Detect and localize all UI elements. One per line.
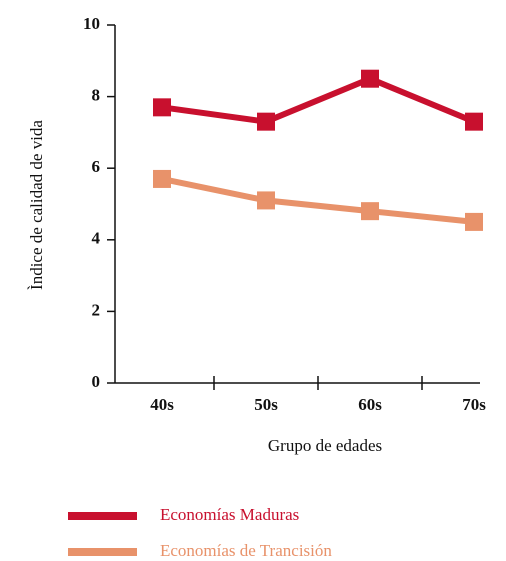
y-axis-title: Ìndice de calidad de vida bbox=[27, 120, 46, 290]
point-marker bbox=[257, 112, 275, 131]
y-tick-label: 6 bbox=[92, 157, 101, 176]
x-axis-title: Grupo de edades bbox=[268, 436, 382, 455]
point-marker bbox=[361, 202, 379, 221]
point-marker bbox=[465, 212, 483, 231]
point-marker bbox=[257, 191, 275, 210]
series-line bbox=[161, 176, 475, 225]
series-line bbox=[161, 75, 476, 125]
x-tick-label: 70s bbox=[462, 395, 486, 414]
point-marker bbox=[153, 98, 171, 117]
legend-label: Economías de Trancisión bbox=[160, 541, 332, 560]
y-tick-label: 0 bbox=[92, 372, 101, 391]
legend-label: Economías Maduras bbox=[160, 505, 299, 524]
point-marker bbox=[465, 112, 483, 131]
point-marker bbox=[153, 169, 171, 188]
y-tick-label: 10 bbox=[83, 14, 100, 33]
point-marker bbox=[361, 69, 379, 88]
x-tick-label: 60s bbox=[358, 395, 382, 414]
x-tick-label: 40s bbox=[150, 395, 174, 414]
x-tick-label: 50s bbox=[254, 395, 278, 414]
y-tick-label: 8 bbox=[92, 86, 101, 105]
y-tick-label: 2 bbox=[92, 300, 101, 319]
y-tick-label: 4 bbox=[92, 229, 101, 248]
